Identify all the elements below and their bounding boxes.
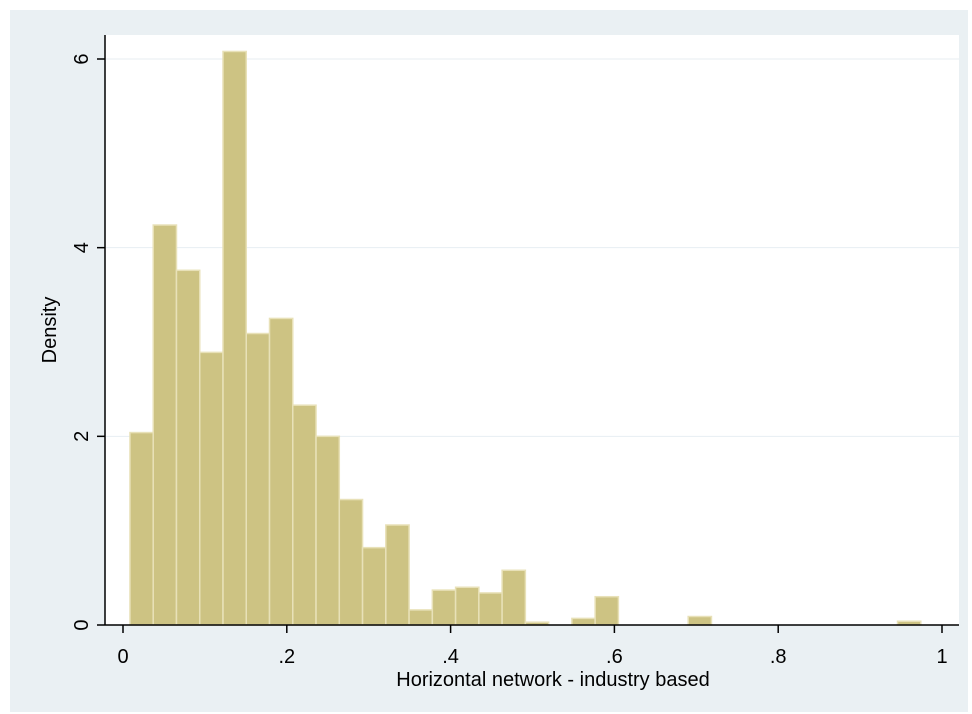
x-tick-label: .2 <box>278 646 295 668</box>
histogram-bar <box>268 317 294 626</box>
x-tick-label: 1 <box>936 646 947 668</box>
histogram-bar <box>175 269 201 626</box>
y-tick-label: 4 <box>71 242 93 253</box>
x-axis-title: Horizontal network - industry based <box>396 669 709 691</box>
histogram-bar <box>501 569 527 626</box>
histogram-bar <box>571 617 596 626</box>
histogram-bar <box>152 224 178 626</box>
x-tick-label: .6 <box>606 646 623 668</box>
histogram-bar <box>687 615 713 626</box>
y-tick-label: 0 <box>71 619 93 630</box>
x-tick-label: .8 <box>770 646 787 668</box>
y-tick-label: 6 <box>71 53 93 64</box>
y-tick-label: 2 <box>71 431 93 442</box>
histogram-bar <box>292 404 317 626</box>
histogram-bar <box>454 586 480 626</box>
histogram-bar <box>594 595 620 626</box>
histogram-bar <box>245 332 271 626</box>
histogram-bar <box>198 351 224 626</box>
histogram-bar <box>222 50 248 626</box>
x-tick-label: .4 <box>442 646 459 668</box>
histogram-bar <box>431 589 457 626</box>
x-axis-ticks: 0 .2 .4 .6 .8 1 <box>117 625 948 668</box>
histogram-bar <box>478 592 503 626</box>
histogram-bar <box>338 498 364 626</box>
y-axis-title: Density <box>39 297 61 364</box>
histogram-bar <box>315 435 341 626</box>
x-tick-label: 0 <box>117 646 128 668</box>
histogram-bar <box>408 609 434 626</box>
histogram-bars <box>129 50 922 626</box>
histogram-bar <box>129 431 154 626</box>
y-axis-ticks: 0 2 4 6 <box>71 53 105 631</box>
histogram-bar <box>361 546 387 626</box>
histogram-bar <box>385 524 410 626</box>
